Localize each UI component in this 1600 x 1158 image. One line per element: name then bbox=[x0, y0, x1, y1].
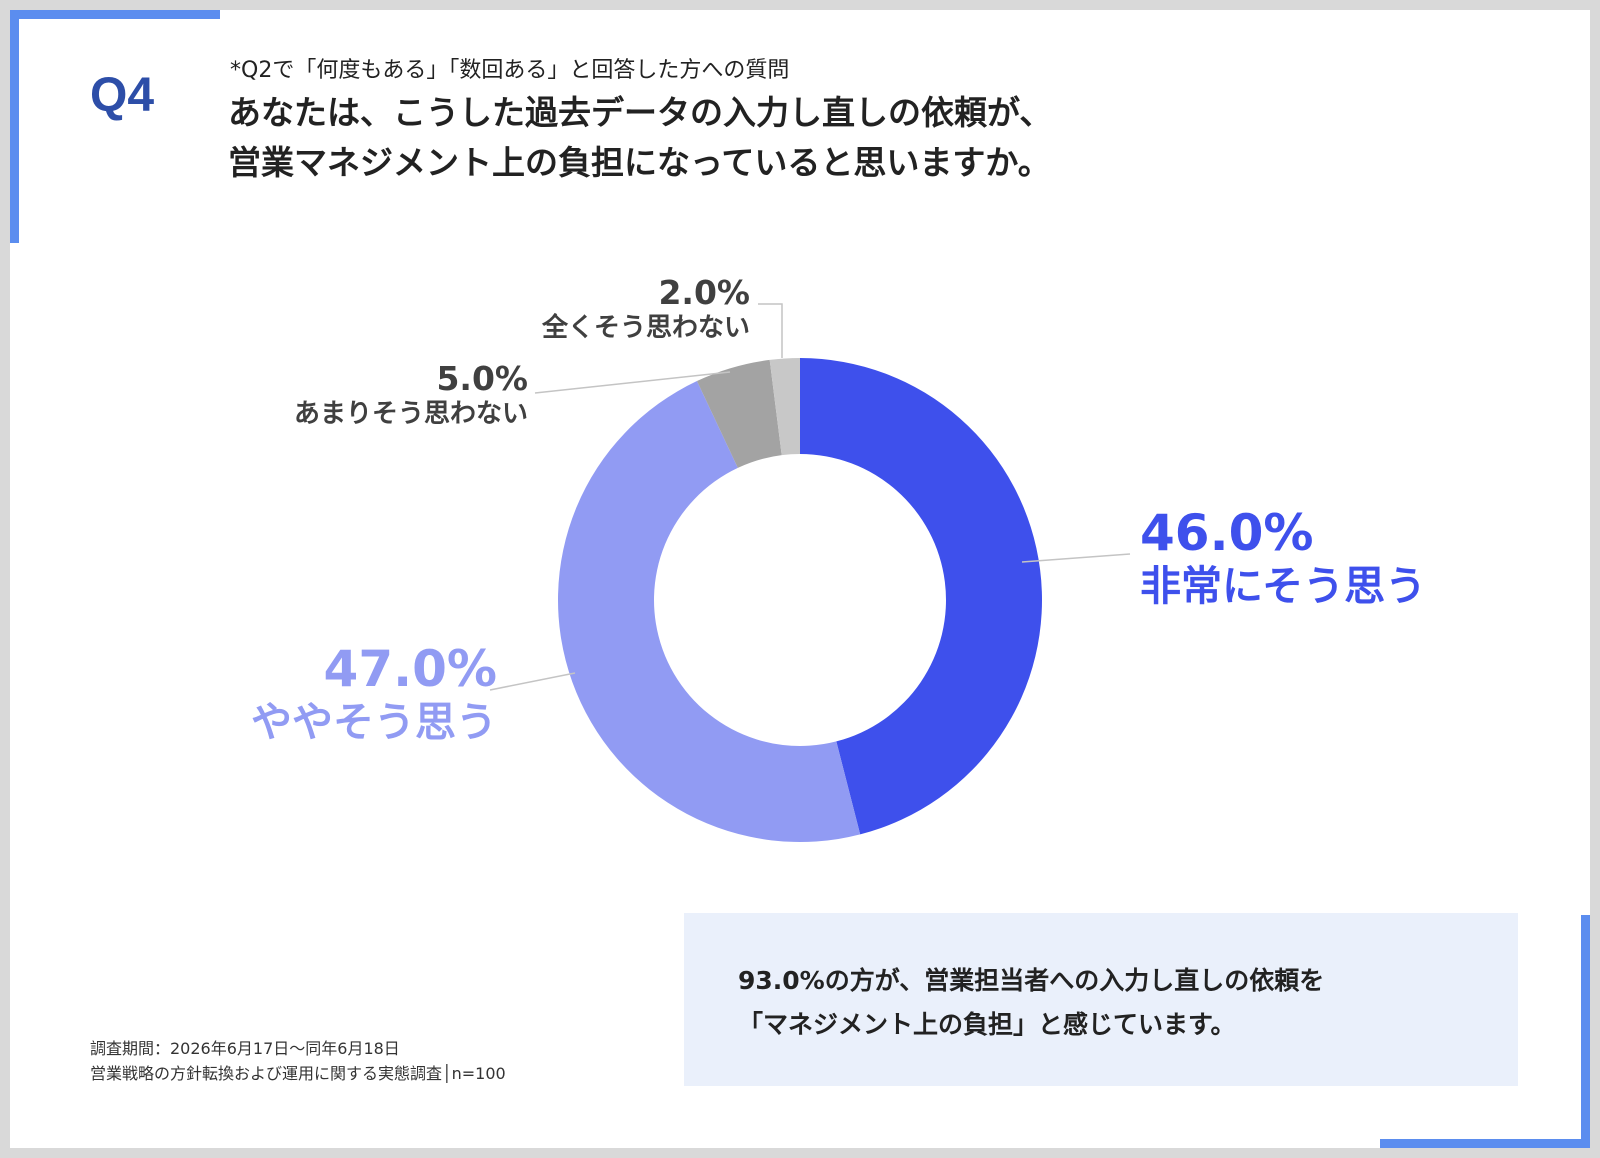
value-label-not-much-agree: 5.0% bbox=[436, 359, 528, 398]
bottom-right-corner-accent bbox=[1380, 1139, 1590, 1148]
question-title-line-2: 営業マネジメント上の負担になっていると思いますか。 bbox=[228, 143, 1051, 182]
question-note: *Q2で「何度もある」「数回ある」と回答した方への質問 bbox=[230, 58, 790, 83]
bottom-right-corner-accent-vertical bbox=[1581, 915, 1590, 1148]
label-very-much-agree: 46.0% 非常にそう思う bbox=[1140, 508, 1426, 607]
donut-slice-somewhat-agree bbox=[558, 381, 861, 842]
summary-line-1: 93.0%の方が、営業担当者への入力し直しの依頼を bbox=[738, 966, 1325, 995]
leader-line-not-at-all-agree bbox=[758, 303, 783, 358]
donut-slice-not-at-all-agree bbox=[769, 358, 800, 456]
summary-text: 93.0%の方が、営業担当者への入力し直しの依頼を 「マネジメント上の負担」と感… bbox=[738, 959, 1324, 1047]
question-number-badge: Q4 bbox=[90, 69, 155, 122]
label-not-much-agree: 5.0% あまりそう思わない bbox=[270, 362, 528, 427]
label-not-at-all-agree: 2.0% 全くそう思わない bbox=[520, 276, 750, 341]
category-label-somewhat-agree: ややそう思う bbox=[251, 698, 497, 746]
summary-line-2: 「マネジメント上の負担」と感じています。 bbox=[738, 1010, 1236, 1039]
value-label-very-much-agree: 46.0% bbox=[1140, 504, 1314, 562]
value-label-somewhat-agree: 47.0% bbox=[323, 640, 497, 698]
question-title-line-1: あなたは、こうした過去データの入力し直しの依頼が、 bbox=[228, 93, 1053, 132]
survey-period: 調査期間：2026年6月17日～同年6月18日 bbox=[90, 1039, 400, 1058]
label-somewhat-agree: 47.0% ややそう思う bbox=[222, 644, 497, 743]
summary-box: 93.0%の方が、営業担当者への入力し直しの依頼を 「マネジメント上の負担」と感… bbox=[684, 913, 1518, 1086]
survey-footer: 調査期間：2026年6月17日～同年6月18日 営業戦略の方針転換および運用に関… bbox=[90, 1036, 506, 1086]
value-label-not-at-all-agree: 2.0% bbox=[658, 273, 750, 312]
survey-name: 営業戦略の方針転換および運用に関する実態調査│n=100 bbox=[90, 1064, 506, 1083]
leader-line-not-much-agree bbox=[534, 371, 731, 394]
category-label-not-much-agree: あまりそう思わない bbox=[293, 399, 528, 429]
category-label-not-at-all-agree: 全くそう思わない bbox=[541, 313, 750, 343]
top-left-corner-accent-vertical bbox=[10, 10, 19, 243]
top-left-corner-accent bbox=[10, 10, 220, 19]
leader-line-somewhat-agree bbox=[489, 672, 576, 691]
category-label-very-much-agree: 非常にそう思う bbox=[1140, 562, 1427, 610]
question-title: あなたは、こうした過去データの入力し直しの依頼が、 営業マネジメント上の負担にな… bbox=[228, 88, 1052, 188]
donut-slice-not-much-agree bbox=[696, 359, 782, 468]
leader-line-very-much-agree bbox=[1021, 553, 1131, 563]
donut-slice-very-much-agree bbox=[800, 358, 1042, 835]
